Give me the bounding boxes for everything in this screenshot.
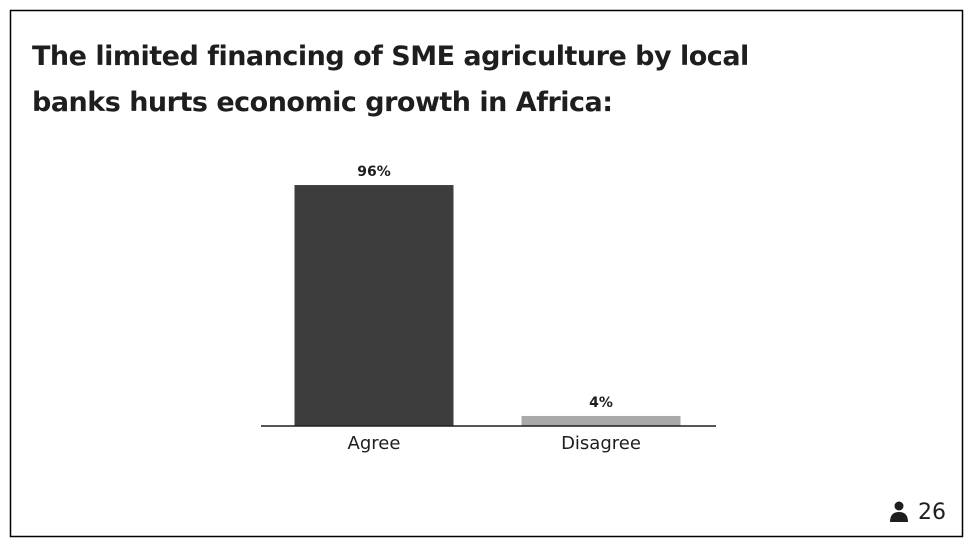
value-label: 4% bbox=[589, 395, 613, 411]
value-label: 96% bbox=[357, 164, 391, 180]
bar bbox=[294, 185, 454, 426]
bar bbox=[521, 415, 681, 426]
respondent-icon bbox=[890, 501, 908, 522]
respondent-count: 26 bbox=[918, 500, 946, 525]
frame bbox=[9, 9, 964, 538]
chart-title: The limited financing of SME agriculture… bbox=[32, 41, 749, 118]
category-label: Agree bbox=[348, 433, 401, 454]
category-label: Disagree bbox=[561, 433, 641, 454]
